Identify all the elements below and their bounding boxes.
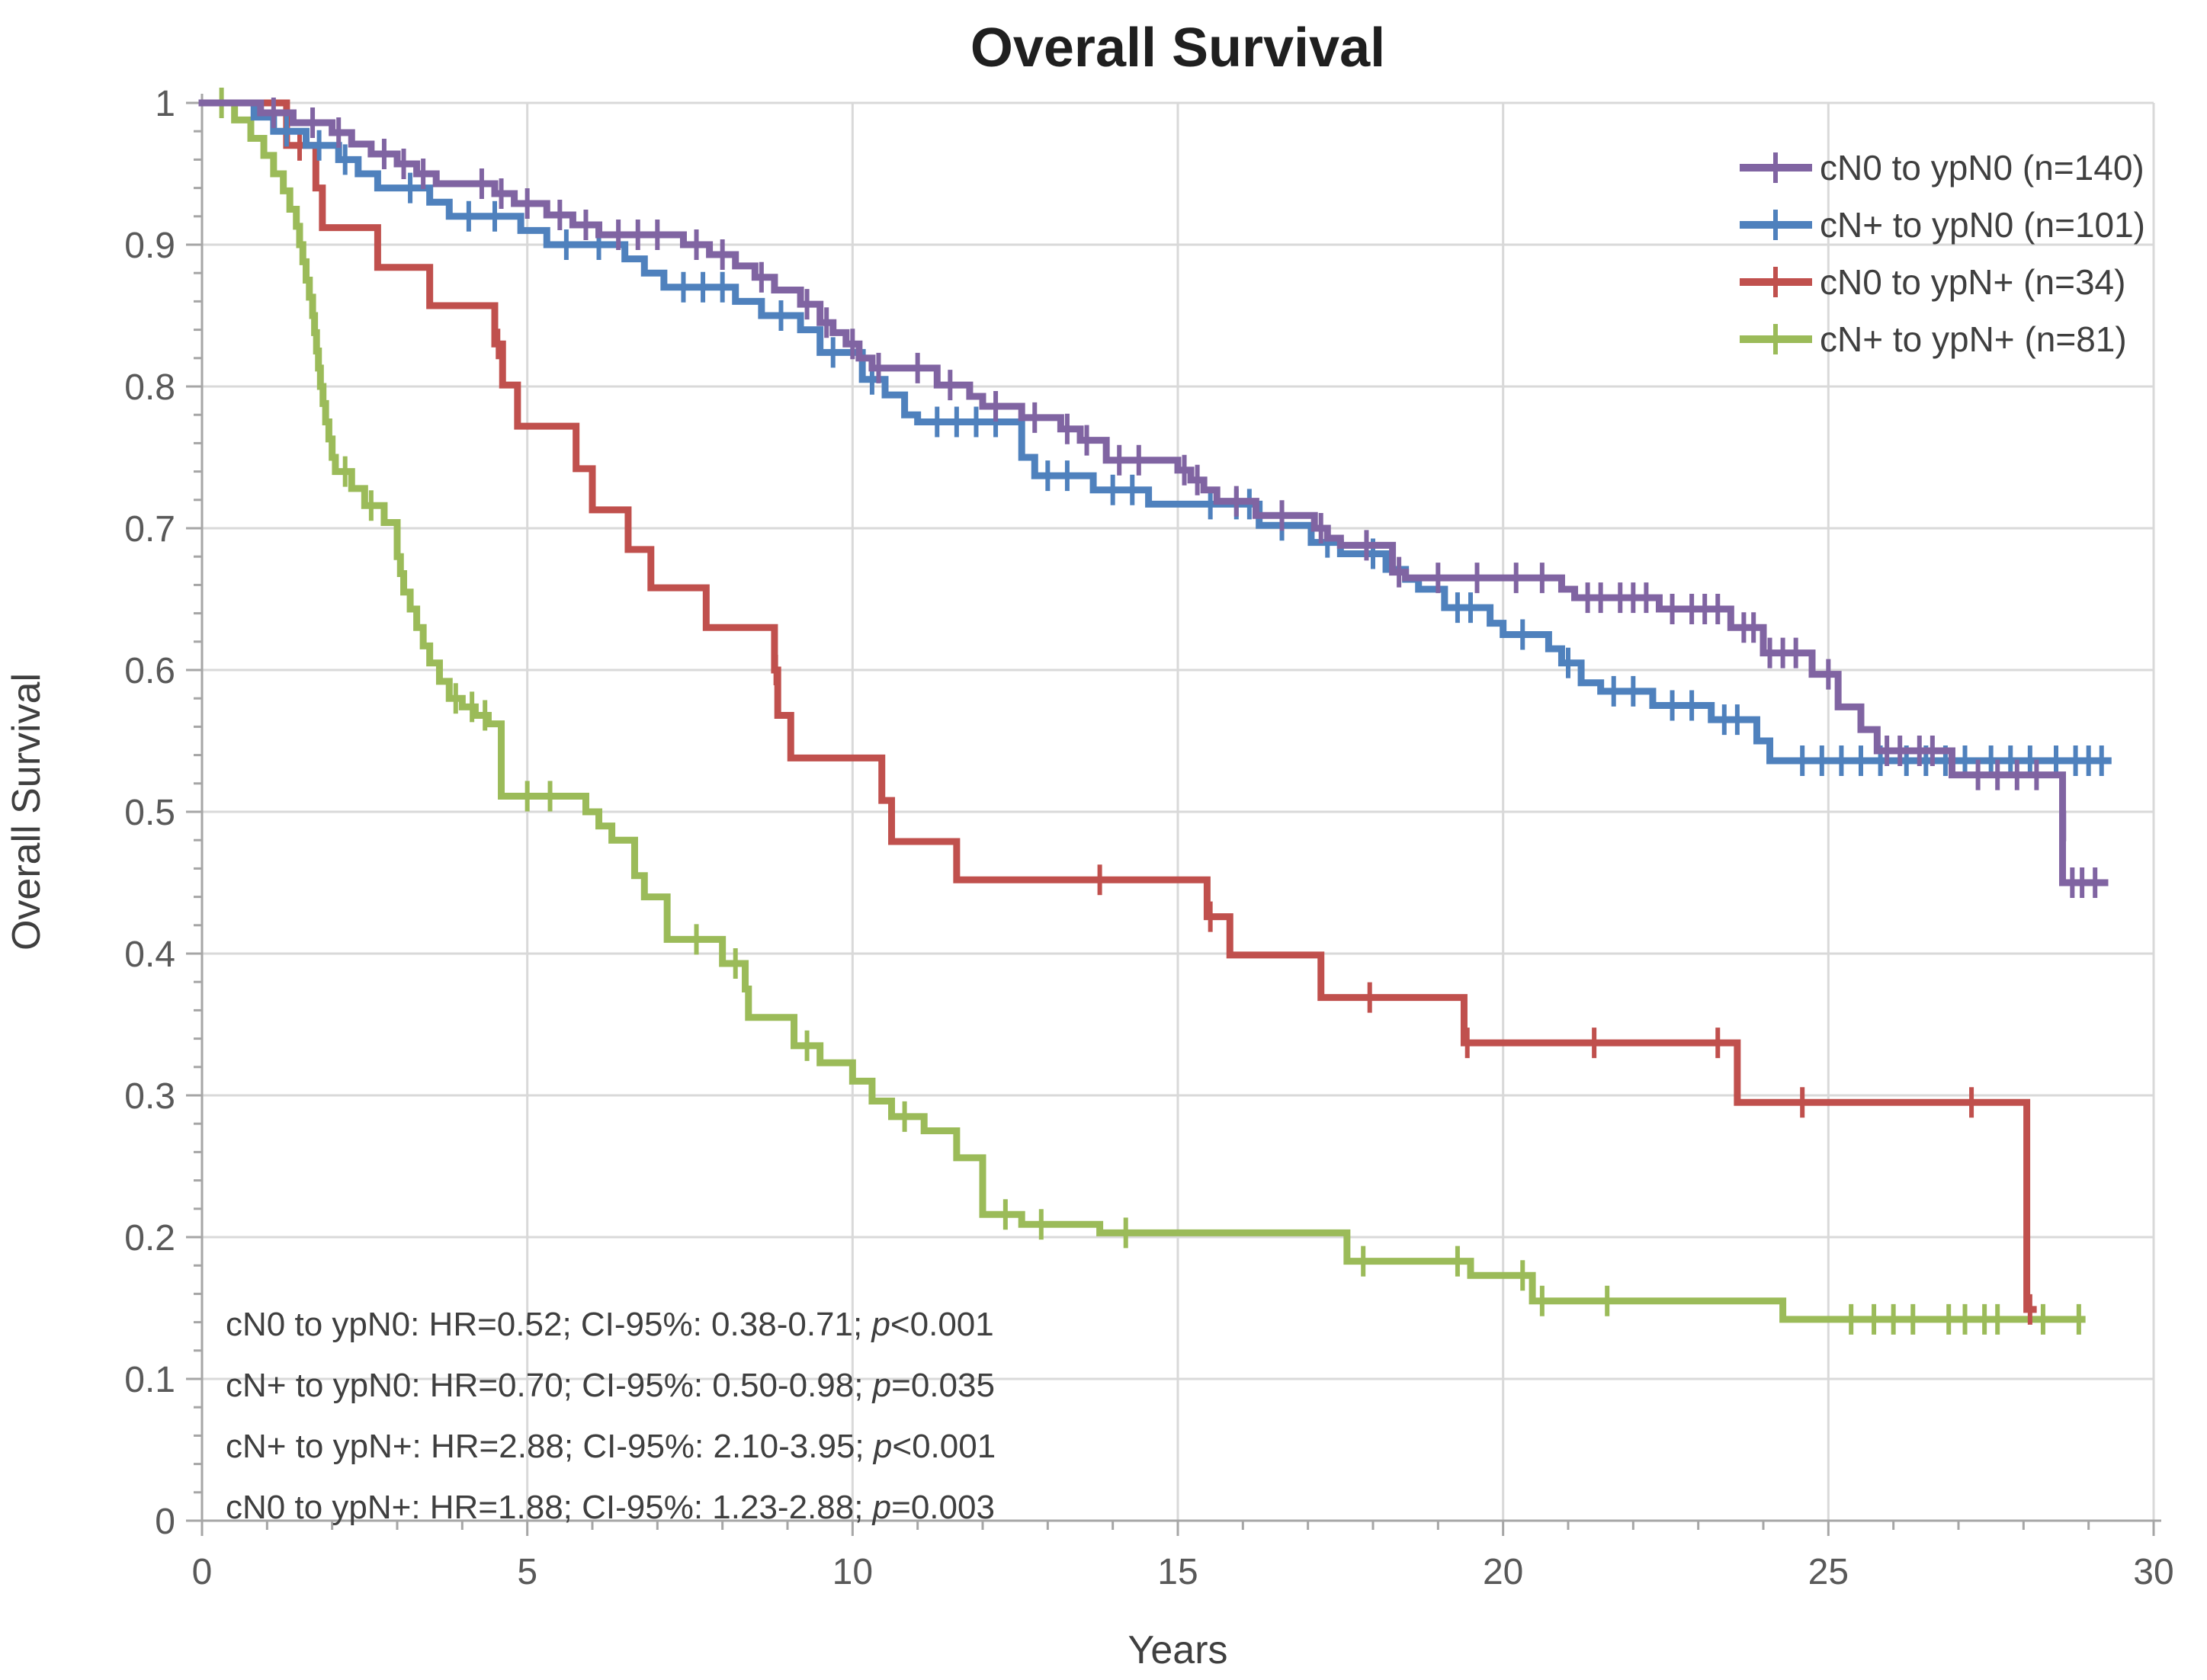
- hr-annotation-line: cN+ to ypN0: HR=0.70; CI-95%: 0.50-0.98;…: [226, 1367, 995, 1404]
- y-tick-label: 0.8: [124, 367, 175, 408]
- legend-item-cn0-to-ypnpos: cN0 to ypN+ (n=34): [1740, 262, 2125, 302]
- y-tick-label: 0.4: [124, 935, 175, 975]
- y-tick-label: 0.7: [124, 509, 175, 550]
- x-tick-label: 25: [1808, 1552, 1849, 1592]
- x-tick-label: 20: [1483, 1552, 1523, 1592]
- series-censor-ticks-cn0-to-ypnpos: [297, 130, 2032, 1325]
- series-line-cn0-to-ypnpos: [198, 99, 2037, 1313]
- y-tick-label: 0: [155, 1502, 175, 1542]
- y-tick-label: 0.5: [124, 793, 175, 833]
- x-tick-label: 5: [517, 1552, 537, 1592]
- series: [198, 88, 2112, 1335]
- x-tick-label: 30: [2133, 1552, 2173, 1592]
- y-tick-label: 0.9: [124, 226, 175, 266]
- series-censor-ticks-cnpos-to-ypn0: [284, 116, 2104, 777]
- legend-item-cnpos-to-ypnpos: cN+ to ypN+ (n=81): [1740, 319, 2127, 359]
- y-tick-label: 0.6: [124, 651, 175, 691]
- legend-label: cN0 to ypN0 (n=140): [1820, 148, 2144, 188]
- y-tick-label: 0.2: [124, 1218, 175, 1258]
- legend-label: cN0 to ypN+ (n=34): [1820, 262, 2125, 302]
- y-tick-label: 0.3: [124, 1076, 175, 1117]
- series-line-cnpos-to-ypnpos: [198, 99, 2086, 1323]
- legend-item-cnpos-to-ypn0: cN+ to ypN0 (n=101): [1740, 205, 2145, 245]
- chart-title: Overall Survival: [970, 18, 1386, 79]
- x-tick-label: 10: [832, 1552, 873, 1592]
- series-line-cn0-to-ypn0: [198, 99, 2109, 886]
- legend-label: cN+ to ypN+ (n=81): [1820, 319, 2127, 359]
- legend-item-cn0-to-ypn0: cN0 to ypN0 (n=140): [1740, 148, 2144, 188]
- series-censor-ticks-cnpos-to-ypnpos: [219, 88, 2081, 1335]
- hr-annotation-line: cN0 to ypN0: HR=0.52; CI-95%: 0.38-0.71;…: [226, 1306, 994, 1343]
- axes: [186, 94, 2161, 1536]
- hr-annotation-line: cN+ to ypN+: HR=2.88; CI-95%: 2.10-3.95;…: [226, 1428, 996, 1465]
- y-axis-title: Overall Survival: [5, 673, 49, 951]
- x-tick-label: 15: [1157, 1552, 1198, 1592]
- axis-labels: 1 0.9 0.8 0.7 0.6 0.5 0.4 0.3 0.2 0.1 00 5 10 15 20 25 3…: [5, 84, 2174, 1672]
- y-tick-label: 1: [155, 84, 175, 124]
- series-censor-ticks-cn0-to-ypn0: [271, 98, 2098, 898]
- x-axis-title: Years: [1128, 1628, 1227, 1672]
- y-tick-label: 0.1: [124, 1360, 175, 1400]
- x-tick-label: 0: [192, 1552, 213, 1592]
- legend-label: cN+ to ypN0 (n=101): [1820, 205, 2145, 245]
- legend: cN0 to ypN0 (n=140) cN+ to ypN0 (n=101) cN…: [1740, 148, 2145, 359]
- series-line-cnpos-to-ypn0: [198, 99, 2112, 765]
- hr-annotation-line: cN0 to ypN+: HR=1.88; CI-95%: 1.23-2.88;…: [226, 1489, 995, 1526]
- hr-annotations: cN0 to ypN0: HR=0.52; CI-95%: 0.38-0.71;…: [226, 1306, 996, 1526]
